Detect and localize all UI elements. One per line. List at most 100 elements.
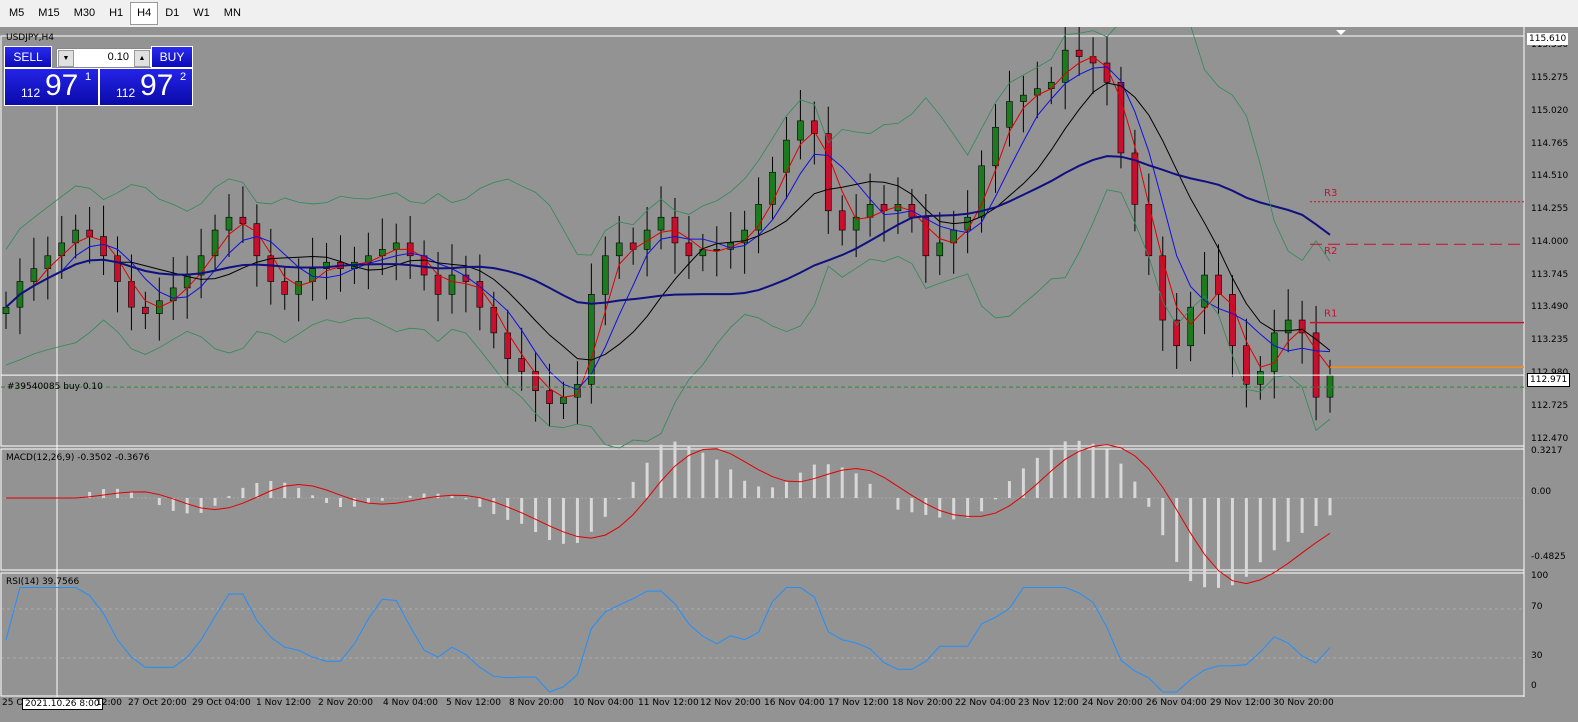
candle-body [824, 133, 832, 212]
candle-body [1229, 294, 1236, 347]
candle-body [560, 396, 567, 404]
candle-body [142, 306, 149, 314]
candle-body [211, 229, 219, 257]
candle-body [1187, 306, 1194, 347]
candle-body [1103, 62, 1111, 83]
price-tick: 113.745 [1531, 269, 1569, 280]
candle-body [1117, 81, 1125, 154]
candle-body [225, 216, 233, 231]
candle-body [1326, 375, 1334, 398]
candle-body [1173, 319, 1180, 347]
ma-mid-line [5, 66, 1331, 391]
timeframe-h4-button[interactable]: H4 [130, 2, 159, 25]
rsi-label: RSI(14) 39.7566 [6, 577, 80, 587]
bollinger-lower [5, 189, 1331, 449]
sell-price-prefix: 112 [21, 86, 41, 100]
candle-body [392, 242, 400, 250]
timeframe-m5-button[interactable]: M5 [9, 7, 25, 19]
rsi-tick: 30 [1531, 651, 1543, 661]
time-tick: 11 Nov 12:00 [638, 698, 699, 708]
price-tick: 114.255 [1531, 204, 1569, 215]
lot-size-field[interactable]: ▼ 0.10 ▲ [56, 48, 152, 68]
candle-body [546, 390, 553, 404]
one-click-trade-panel: SELL ▼ 0.10 ▲ BUY 112 97 1 112 97 2 [4, 46, 193, 106]
price-tick: 115.020 [1531, 105, 1569, 116]
timeframe-toolbar: M5 M15 M30 H1 H4 D1 W1 MN [0, 0, 1578, 28]
candle-body [100, 236, 107, 257]
candle-body [574, 384, 581, 398]
candle-body [2, 306, 10, 314]
candle-body [755, 204, 762, 231]
price-tick: 112.470 [1531, 433, 1569, 444]
candle-body [128, 281, 135, 308]
time-tick: 22 Nov 04:00 [955, 698, 1016, 708]
candle-body [253, 223, 261, 257]
macd-tick: -0.4825 [1531, 552, 1566, 562]
candle-body [114, 255, 121, 282]
time-tick: 8 Nov 20:00 [509, 698, 564, 708]
macd-label: MACD(12,26,9) -0.3502 -0.3676 [6, 453, 150, 463]
price-tick: 112.725 [1531, 400, 1569, 411]
candle-body [86, 229, 93, 237]
sell-button[interactable]: SELL [4, 46, 52, 68]
candle-body [1215, 274, 1222, 295]
chart-canvas[interactable]: R3 R2 R1 [0, 27, 1578, 722]
time-tick: 16 Nov 04:00 [764, 698, 825, 708]
time-tick: 26 Nov 04:00 [1146, 698, 1207, 708]
lot-increase-icon[interactable]: ▲ [134, 50, 150, 67]
candle-body [769, 171, 776, 205]
price-tick: 115.275 [1531, 73, 1569, 84]
candle-body [1061, 49, 1069, 83]
bollinger-upper [5, 27, 1331, 262]
candle-body [741, 229, 748, 244]
price-tick: 113.490 [1531, 302, 1569, 313]
time-tick: 4 Nov 04:00 [383, 698, 438, 708]
timeframe-m30-button[interactable]: M30 [73, 7, 96, 19]
candle-body [615, 242, 623, 257]
candle-body [1257, 371, 1264, 385]
timeframe-mn-button[interactable]: MN [223, 7, 241, 19]
timeframe-d1-button[interactable]: D1 [165, 7, 180, 19]
candle-body [281, 281, 289, 295]
chart-shift-icon [1336, 30, 1346, 35]
timeframe-h1-button[interactable]: H1 [109, 7, 124, 19]
timeframe-w1-button[interactable]: W1 [193, 7, 210, 19]
time-tick: 5 Nov 12:00 [446, 698, 501, 708]
ma-slow-line [5, 82, 1331, 361]
pivot-label: R3 [1324, 188, 1337, 199]
buy-price[interactable]: 112 97 2 [99, 68, 193, 106]
rsi-tick: 0 [1531, 681, 1537, 691]
lot-decrease-icon[interactable]: ▼ [58, 50, 74, 67]
candle-body [1298, 319, 1306, 334]
candle-body [476, 281, 484, 308]
time-tick: 17 Nov 12:00 [828, 698, 889, 708]
timeframe-m15-button[interactable]: M15 [38, 7, 60, 19]
candle-body [866, 204, 874, 218]
time-tick: 12:00 [96, 698, 122, 708]
candle-body [532, 371, 539, 392]
macd-tick: 0.00 [1531, 487, 1552, 497]
price-tick: 114.765 [1531, 138, 1569, 149]
candle-body [239, 216, 247, 224]
time-tick: 23 Nov 12:00 [1018, 698, 1079, 708]
candle-body [601, 255, 609, 295]
time-tick: 18 Nov 20:00 [892, 698, 953, 708]
candle-body [838, 210, 846, 231]
time-tick: 27 Oct 20:00 [128, 698, 187, 708]
rsi-tick: 100 [1531, 571, 1549, 581]
rsi-tick: 70 [1531, 602, 1543, 612]
candle-body [267, 255, 275, 282]
time-tick: 29 Nov 12:00 [1210, 698, 1271, 708]
candle-body [1284, 319, 1292, 334]
price-tick: 115.530 [1531, 40, 1569, 51]
chart-area[interactable]: R3 R2 R1 USDJPY,H4 #39540085 buy 0.10 MACD… [0, 27, 1578, 722]
candle-body [1020, 94, 1027, 102]
candle-body [643, 229, 651, 250]
candle-body [936, 242, 944, 257]
candle-body [922, 216, 930, 257]
price-tick: 114.510 [1531, 171, 1569, 182]
sell-price-sup: 1 [85, 71, 92, 83]
sell-price[interactable]: 112 97 1 [4, 68, 99, 106]
time-tick: 1 Nov 12:00 [256, 698, 311, 708]
buy-button[interactable]: BUY [151, 46, 193, 68]
